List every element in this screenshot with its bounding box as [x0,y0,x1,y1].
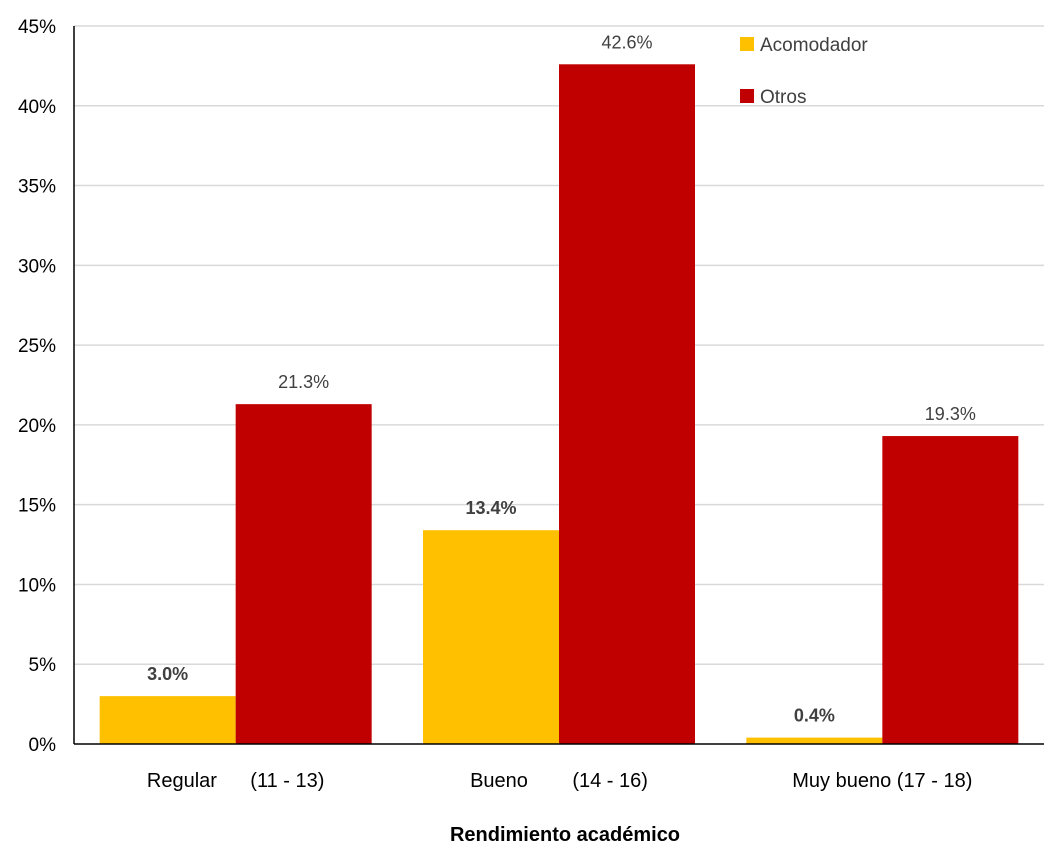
y-tick-label: 5% [29,655,57,676]
data-label: 0.4% [794,706,835,726]
y-tick-label: 25% [18,336,56,357]
y-tick-label: 15% [18,496,56,517]
y-tick-label: 10% [18,575,56,596]
bar-acomodador [99,696,236,744]
legend: Acomodador Otros [740,35,868,108]
bar-otros [235,404,372,744]
bar-acomodador [423,530,559,744]
legend-label-acomodador: Acomodador [760,35,868,56]
x-tick-label: Regular (11 - 13) [147,770,324,792]
x-axis-title: Rendimiento académico [450,824,680,846]
data-labels: 3.0% 21.3% 13.4% 42.6% 0.4% 19.3% [147,32,976,725]
legend-swatch-otros [740,89,754,103]
x-tick-label: Bueno (14 - 16) [470,770,648,792]
bars [99,64,1019,744]
bar-otros [882,436,1019,744]
legend-label-otros: Otros [760,87,806,108]
bar-acomodador [746,737,883,744]
legend-swatch-acomodador [740,37,754,51]
data-label: 21.3% [278,372,329,392]
bar-otros [559,64,695,744]
y-tick-label: 20% [18,416,56,437]
y-tick-label: 30% [18,256,56,277]
data-label: 13.4% [465,498,516,518]
axes: 0% 5% 10% 15% 20% 25% 30% 35% 40% 45% Regular (11 … [18,17,1044,792]
x-tick-label: Muy bueno (17 - 18) [792,770,972,792]
y-tick-label: 40% [18,97,56,118]
data-label: 42.6% [601,32,652,52]
y-tick-label: 35% [18,177,56,198]
data-label: 19.3% [925,404,976,424]
y-tick-label: 0% [29,735,57,756]
data-label: 3.0% [147,664,188,684]
y-tick-label: 45% [18,17,56,38]
